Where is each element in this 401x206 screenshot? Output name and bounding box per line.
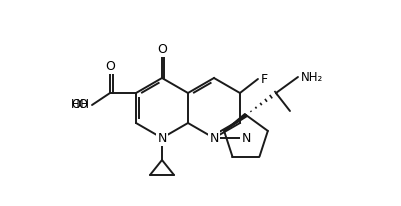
Text: N: N [209,131,218,144]
Text: N: N [157,131,166,144]
Text: O: O [157,42,166,55]
Text: F: F [260,73,267,85]
Text: N: N [241,131,250,144]
Text: OH: OH [71,98,89,111]
Polygon shape [223,114,246,131]
Text: NH₂: NH₂ [300,70,322,83]
Text: O: O [105,60,115,73]
Text: HO: HO [71,98,89,111]
